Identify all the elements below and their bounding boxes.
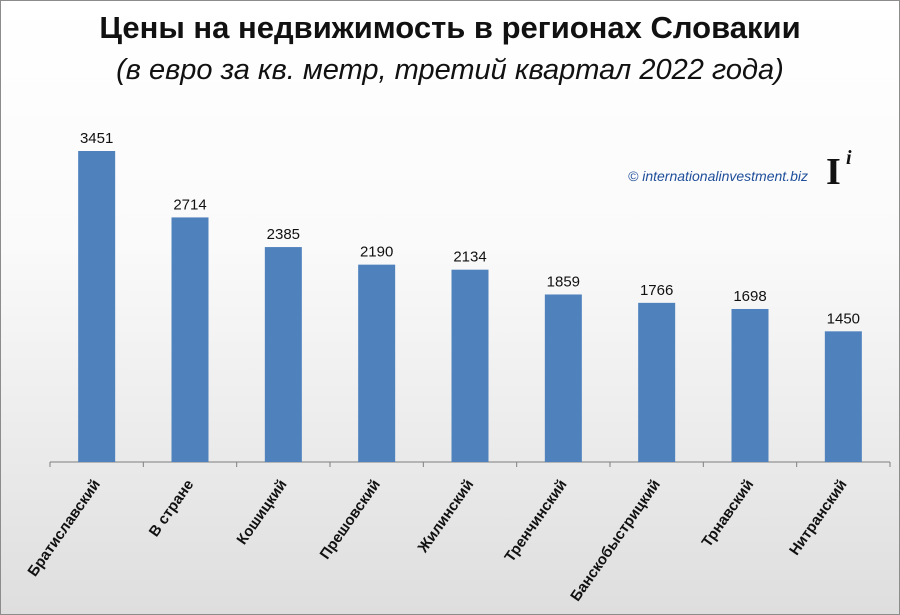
data-label: 1766 (640, 282, 673, 299)
category-label: В стране (146, 477, 198, 540)
bar (358, 264, 396, 462)
data-label: 1859 (547, 273, 580, 290)
bar (451, 269, 489, 462)
data-label: 2190 (360, 244, 393, 261)
bar (171, 217, 209, 462)
data-label: 1698 (733, 288, 766, 305)
bar (824, 331, 862, 462)
chart-title: Цены на недвижимость в регионах Словакии (99, 10, 801, 45)
bar (731, 308, 769, 462)
category-label: Братиславский (25, 477, 104, 580)
bar (264, 247, 302, 462)
category-label: Банскобыстрицкий (567, 477, 664, 605)
logo-icon: I i (826, 147, 852, 194)
data-label: 1450 (827, 310, 860, 327)
category-label: Тренчинский (501, 477, 570, 566)
data-label: 2385 (267, 226, 300, 243)
data-label: 3451 (80, 130, 113, 147)
chart-subtitle: (в евро за кв. метр, третий квартал 2022… (116, 54, 784, 86)
category-label: Жилинский (414, 477, 477, 557)
category-label: Прешовский (317, 477, 384, 563)
data-label: 2714 (173, 196, 206, 213)
logo-letter: I (826, 151, 841, 193)
bar (638, 302, 676, 462)
category-label: Кошицкий (234, 477, 291, 548)
category-label: Трнавский (698, 477, 757, 551)
bar (544, 294, 582, 462)
logo-superscript: i (846, 147, 852, 169)
data-label: 2134 (453, 249, 486, 266)
source-credit: © internationalinvestment.biz (628, 168, 808, 184)
category-label: Нитранский (786, 477, 851, 559)
bar (78, 151, 116, 462)
